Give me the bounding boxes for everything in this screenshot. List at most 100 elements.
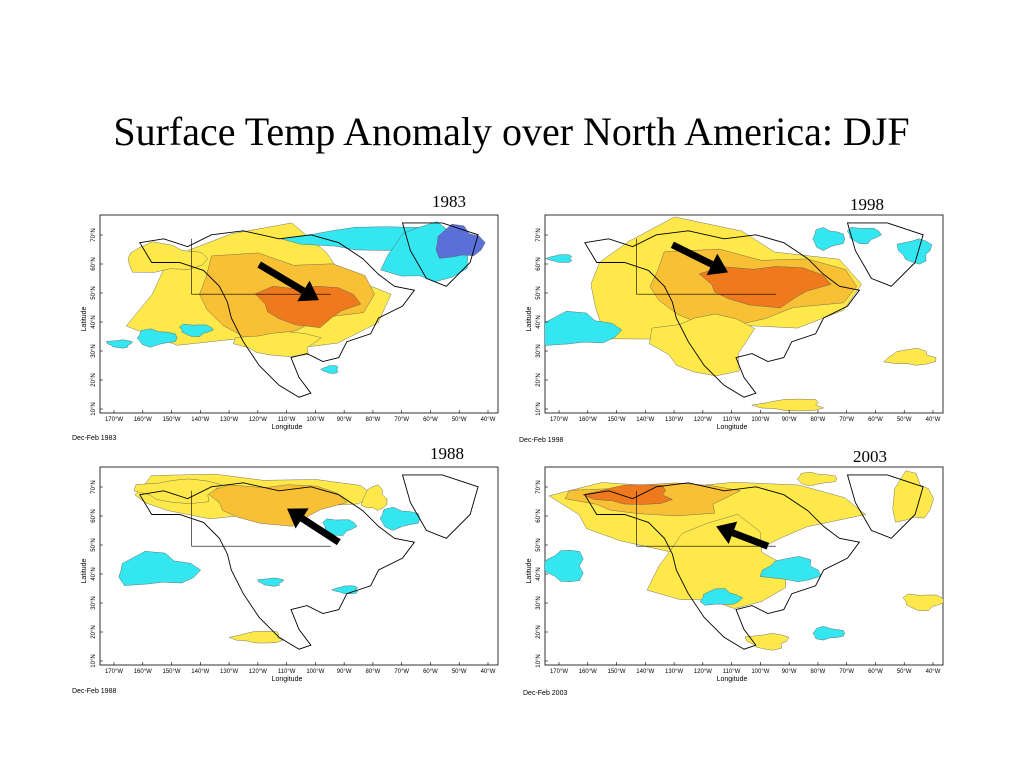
y-tick-label: 40°N <box>536 567 542 580</box>
x-tick-label: 90°W <box>337 417 352 423</box>
y-tick-label: 50°N <box>91 538 97 551</box>
x-tick-label: 90°W <box>782 669 797 675</box>
map-panel-1988: 1988 170°W 160°W 150°W 140°W 130°W 120°W 110°W… <box>70 442 510 702</box>
panel-year-label: 2003 <box>853 447 887 466</box>
x-tick-label: 100°W <box>306 669 324 675</box>
y-axis-label: Latitude <box>526 306 533 331</box>
y-tick-label: 60°N <box>536 509 542 522</box>
x-tick-label: 50°W <box>897 669 912 675</box>
x-tick-label: 40°W <box>926 669 941 675</box>
y-tick-label: 50°N <box>536 538 542 551</box>
x-tick-label: 50°W <box>452 417 467 423</box>
y-tick-label: 20°N <box>536 625 542 638</box>
x-tick-label: 150°W <box>607 669 625 675</box>
cold-anomaly-region <box>330 585 359 594</box>
arrow-shaft <box>257 261 306 294</box>
y-tick-label: 30°N <box>91 344 97 357</box>
x-tick-label: 170°W <box>550 417 568 423</box>
x-tick-label: 140°W <box>636 417 654 423</box>
north-america-coastline <box>139 230 416 398</box>
arrow-shaft <box>300 515 341 546</box>
x-tick-label: 60°W <box>868 417 883 423</box>
anomaly-map-2003: 170°W 160°W 150°W 140°W 130°W 120°W 110°W 100°W… <box>526 466 944 683</box>
greenland-coastline <box>401 474 479 539</box>
x-tick-label: 70°W <box>839 669 854 675</box>
warm-anomaly-region <box>796 471 838 487</box>
anomaly-map-1988: 170°W 160°W 150°W 140°W 130°W 120°W 110°W 100°W… <box>81 466 499 683</box>
arrow-shaft <box>670 241 714 268</box>
warm-anomaly-region <box>133 478 223 504</box>
x-tick-label: 110°W <box>278 669 296 675</box>
x-tick-label: 70°W <box>839 417 854 423</box>
x-axis-label: Longitude <box>717 424 748 431</box>
x-tick-label: 110°W <box>723 417 741 423</box>
x-tick-label: 120°W <box>694 417 712 423</box>
x-tick-label: 100°W <box>306 417 324 423</box>
cold-anomaly-region <box>812 625 845 641</box>
x-tick-label: 40°W <box>481 669 496 675</box>
arrow-head <box>287 508 309 529</box>
x-tick-label: 110°W <box>278 417 296 423</box>
warm-anomaly-region <box>254 285 362 328</box>
x-tick-label: 160°W <box>579 417 597 423</box>
x-tick-label: 40°W <box>926 417 941 423</box>
x-tick-label: 70°W <box>394 669 409 675</box>
y-axis-label: Latitude <box>81 306 88 331</box>
cold-anomaly-region <box>812 227 845 251</box>
y-tick-label: 70°N <box>536 228 542 241</box>
x-tick-label: 130°W <box>665 669 683 675</box>
anomaly-layer <box>106 221 486 398</box>
panel-caption: Dec-Feb 2003 <box>523 690 568 697</box>
anomaly-map-1998: 170°W 160°W 150°W 140°W 130°W 120°W 110°W 100°W… <box>526 214 944 431</box>
anomaly-layer <box>545 216 937 412</box>
map-panel-2003: 2003 170°W 160°W 150°W 140°W 130°W 120°W 110°W… <box>515 442 955 702</box>
warm-anomaly-region <box>892 470 934 523</box>
x-tick-label: 60°W <box>868 669 883 675</box>
x-tick-label: 140°W <box>191 417 209 423</box>
warm-anomaly-region <box>883 347 937 366</box>
x-tick-label: 120°W <box>249 669 267 675</box>
y-tick-label: 70°N <box>91 228 97 241</box>
x-tick-label: 130°W <box>220 669 238 675</box>
warm-anomaly-region <box>744 633 790 651</box>
slide-title: Surface Temp Anomaly over North America:… <box>113 109 910 154</box>
warm-anomaly-region <box>360 484 388 511</box>
y-tick-label: 60°N <box>91 257 97 270</box>
x-tick-label: 140°W <box>636 669 654 675</box>
cold-anomaly-region <box>106 339 133 349</box>
y-tick-label: 30°N <box>91 596 97 609</box>
x-tick-label: 50°W <box>452 669 467 675</box>
y-tick-label: 60°N <box>536 257 542 270</box>
x-tick-label: 120°W <box>694 669 712 675</box>
x-tick-label: 150°W <box>162 669 180 675</box>
x-tick-label: 80°W <box>366 669 381 675</box>
y-tick-label: 10°N <box>536 654 542 667</box>
warm-anomaly-region <box>751 398 825 412</box>
x-tick-label: 100°W <box>751 669 769 675</box>
cold-anomaly-region <box>545 254 573 263</box>
cold-anomaly-region <box>322 518 358 536</box>
x-axis-label: Longitude <box>272 676 303 683</box>
y-axis-label: Latitude <box>81 558 88 583</box>
anomaly-map-1983: 170°W 160°W 150°W 140°W 130°W 120°W 110°W 100°W… <box>81 214 499 431</box>
y-tick-label: 40°N <box>91 567 97 580</box>
cold-anomaly-region <box>699 588 744 606</box>
north-america-coastline <box>139 482 416 650</box>
arrow-head <box>297 280 319 302</box>
north-america-coastline <box>584 230 861 398</box>
cold-anomaly-region <box>379 506 421 531</box>
x-axis-label: Longitude <box>272 424 303 431</box>
panel-year-label: 1983 <box>432 192 466 211</box>
panel-caption: Dec-Feb 1988 <box>72 688 117 695</box>
x-tick-label: 130°W <box>220 417 238 423</box>
x-tick-label: 50°W <box>897 417 912 423</box>
map-panel-1983: 1983 170°W 160°W 150°W 140°W 130°W 120°W 110°W… <box>70 190 510 450</box>
y-tick-label: 30°N <box>536 596 542 609</box>
x-tick-label: 80°W <box>811 669 826 675</box>
x-tick-label: 140°W <box>191 669 209 675</box>
cold-anomaly-region <box>179 323 215 337</box>
warm-anomaly-region <box>127 241 208 273</box>
x-tick-label: 160°W <box>579 669 597 675</box>
map-panel-1998: 1998 170°W 160°W 150°W 140°W 130°W 120°W 110°W… <box>515 190 955 450</box>
x-tick-label: 80°W <box>366 417 381 423</box>
